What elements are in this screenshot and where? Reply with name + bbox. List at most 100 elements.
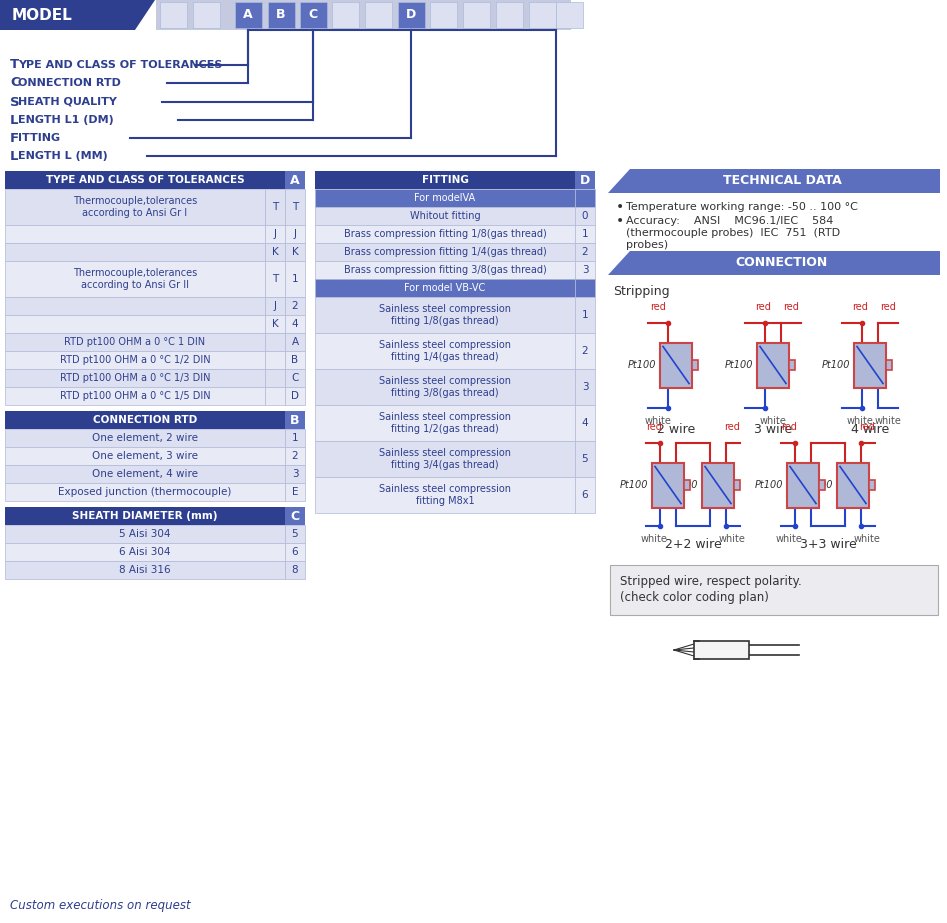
- Bar: [285, 369, 305, 387]
- Text: 6: 6: [581, 490, 588, 500]
- Text: 3: 3: [292, 469, 298, 479]
- Text: RTD pt100 OHM a 0 °C 1/2 DIN: RTD pt100 OHM a 0 °C 1/2 DIN: [60, 355, 210, 365]
- Text: 2: 2: [292, 451, 298, 461]
- Bar: [5, 369, 265, 387]
- Text: Temperature working range: -50 .. 100 °C: Temperature working range: -50 .. 100 °C: [626, 202, 858, 212]
- Bar: [5, 315, 265, 333]
- Text: red: red: [781, 423, 797, 433]
- Bar: [692, 360, 698, 370]
- Bar: [235, 2, 262, 28]
- Text: Pt100: Pt100: [805, 480, 833, 490]
- Bar: [265, 225, 285, 243]
- Text: 5 Aisi 304: 5 Aisi 304: [119, 529, 170, 539]
- Bar: [5, 387, 265, 405]
- Bar: [575, 441, 595, 477]
- Text: HEATH QUALITY: HEATH QUALITY: [18, 97, 116, 107]
- Bar: [265, 333, 285, 351]
- Text: 6 Aisi 304: 6 Aisi 304: [119, 547, 170, 557]
- Text: C: C: [309, 8, 317, 21]
- Text: Thermocouple,tolerances
according to Ansi Gr II: Thermocouple,tolerances according to Ans…: [73, 269, 197, 290]
- Bar: [5, 525, 285, 543]
- Text: T: T: [272, 202, 278, 212]
- Bar: [660, 342, 692, 388]
- Bar: [265, 261, 285, 297]
- Polygon shape: [608, 169, 940, 193]
- Bar: [268, 2, 295, 28]
- Bar: [285, 261, 305, 297]
- Text: S: S: [10, 95, 20, 109]
- Text: Sainless steel compression
fitting 1/2(gas thread): Sainless steel compression fitting 1/2(g…: [379, 413, 511, 434]
- Text: ENGTH L1 (DM): ENGTH L1 (DM): [18, 115, 114, 125]
- Bar: [575, 279, 595, 297]
- Text: 3+3 wire: 3+3 wire: [799, 537, 856, 550]
- Bar: [5, 225, 265, 243]
- Bar: [156, 0, 571, 30]
- Bar: [5, 543, 285, 561]
- Text: red: red: [880, 303, 896, 313]
- Text: Sainless steel compression
fitting 3/4(gas thread): Sainless steel compression fitting 3/4(g…: [379, 449, 511, 470]
- Bar: [787, 462, 819, 508]
- Text: Pt100: Pt100: [724, 360, 753, 370]
- Bar: [332, 2, 359, 28]
- Bar: [285, 429, 305, 447]
- Text: Sainless steel compression
fitting 1/8(gas thread): Sainless steel compression fitting 1/8(g…: [379, 305, 511, 326]
- Bar: [837, 462, 869, 508]
- Text: T: T: [292, 202, 298, 212]
- Text: T: T: [272, 274, 278, 284]
- Bar: [5, 465, 285, 483]
- Text: A: A: [290, 174, 300, 186]
- Bar: [315, 369, 575, 405]
- Text: FITTING: FITTING: [421, 175, 469, 185]
- Text: K: K: [272, 247, 278, 257]
- Bar: [575, 333, 595, 369]
- Text: Pt100: Pt100: [821, 360, 850, 370]
- Bar: [610, 565, 938, 615]
- Bar: [575, 261, 595, 279]
- Text: RTD pt100 OHM a 0 °C 1 DIN: RTD pt100 OHM a 0 °C 1 DIN: [64, 337, 205, 347]
- Bar: [575, 297, 595, 333]
- Bar: [285, 189, 305, 225]
- Text: J: J: [274, 301, 277, 311]
- Text: C: C: [292, 373, 298, 383]
- Text: ONNECTION RTD: ONNECTION RTD: [18, 78, 121, 88]
- Text: white: white: [645, 415, 671, 426]
- Text: F: F: [10, 131, 19, 145]
- Bar: [5, 447, 285, 465]
- Text: Sainless steel compression
fitting M8x1: Sainless steel compression fitting M8x1: [379, 485, 511, 506]
- Bar: [5, 351, 265, 369]
- Bar: [575, 405, 595, 441]
- Text: 3: 3: [581, 265, 588, 275]
- Bar: [285, 525, 305, 543]
- Text: white: white: [853, 533, 881, 544]
- Text: ENGTH L (MM): ENGTH L (MM): [18, 151, 108, 161]
- Text: 8: 8: [292, 565, 298, 575]
- Text: K: K: [272, 319, 278, 329]
- Text: red: red: [650, 303, 666, 313]
- Text: 1: 1: [581, 310, 588, 320]
- Bar: [315, 297, 575, 333]
- Text: Brass compression fitting 1/8(gas thread): Brass compression fitting 1/8(gas thread…: [344, 229, 546, 239]
- Text: 1: 1: [292, 433, 298, 443]
- Text: C: C: [291, 509, 299, 522]
- Text: YPE AND CLASS OF TOLERANCES: YPE AND CLASS OF TOLERANCES: [18, 60, 223, 70]
- Text: 2 wire: 2 wire: [657, 423, 695, 436]
- Bar: [734, 480, 740, 490]
- Bar: [315, 243, 575, 261]
- Bar: [315, 225, 575, 243]
- Bar: [854, 342, 886, 388]
- Text: Brass compression fitting 3/8(gas thread): Brass compression fitting 3/8(gas thread…: [344, 265, 546, 275]
- Polygon shape: [608, 251, 940, 275]
- Text: Custom executions on request: Custom executions on request: [10, 898, 190, 912]
- Bar: [315, 189, 575, 207]
- Bar: [694, 641, 749, 659]
- Text: SHEATH DIAMETER (mm): SHEATH DIAMETER (mm): [72, 511, 218, 521]
- Bar: [265, 387, 285, 405]
- Bar: [575, 369, 595, 405]
- Text: 5: 5: [292, 529, 298, 539]
- Text: TYPE AND CLASS OF TOLERANCES: TYPE AND CLASS OF TOLERANCES: [45, 175, 244, 185]
- Text: J: J: [294, 229, 296, 239]
- Text: 2: 2: [581, 247, 588, 257]
- Bar: [285, 171, 305, 189]
- Bar: [265, 243, 285, 261]
- Text: Stripped wire, respect polarity.: Stripped wire, respect polarity.: [620, 576, 802, 589]
